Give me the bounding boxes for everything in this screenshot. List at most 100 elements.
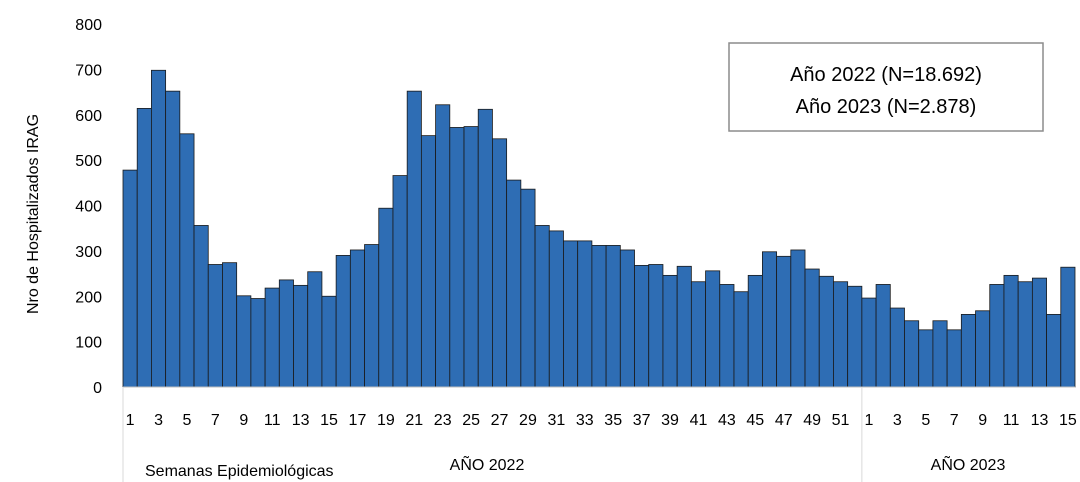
bar [563, 240, 579, 388]
x-tick-label: 47 [775, 412, 793, 429]
group-label-2023: AÑO 2023 [931, 454, 1006, 474]
bar [605, 245, 621, 388]
x-tick-label: 33 [576, 412, 594, 429]
bar [435, 104, 451, 388]
bar [463, 126, 479, 388]
bar [278, 279, 294, 388]
bar [207, 264, 223, 388]
x-tick-label: 11 [1003, 412, 1020, 429]
bar [946, 329, 962, 388]
bar [250, 298, 266, 388]
y-tick-label: 600 [75, 108, 102, 125]
bar [776, 255, 792, 388]
x-axis-label: Semanas Epidemiológicas [145, 463, 334, 480]
y-tick-label: 200 [75, 289, 102, 306]
bar [264, 287, 280, 388]
x-tick-label: 3 [893, 412, 902, 429]
bar [676, 265, 692, 388]
bar [577, 240, 593, 388]
y-tick-label: 700 [75, 62, 102, 79]
x-tick-label: 1 [865, 412, 874, 429]
x-tick-label: 23 [434, 412, 452, 429]
bar [506, 179, 522, 388]
bar [293, 284, 309, 388]
bar [634, 264, 650, 388]
bar [165, 90, 181, 388]
x-tick-label: 17 [349, 412, 367, 429]
bar [975, 310, 991, 388]
bar [904, 320, 920, 388]
legend: Año 2022 (N=18.692) Año 2023 (N=2.878) [728, 42, 1044, 132]
bar [804, 268, 820, 388]
axes [122, 386, 1075, 482]
bar [989, 284, 1005, 388]
bar [307, 271, 323, 388]
x-tick-label: 39 [661, 412, 679, 429]
x-tick-label: 9 [239, 412, 248, 429]
x-tick-label: 15 [320, 412, 338, 429]
bar [619, 249, 635, 388]
bar [548, 230, 564, 388]
bar [222, 262, 238, 388]
bar [236, 295, 252, 388]
bar [151, 69, 167, 388]
x-tick-label: 15 [1059, 412, 1077, 429]
y-tick-label: 400 [75, 199, 102, 216]
bar [1031, 277, 1047, 388]
bar [847, 285, 863, 388]
bar [591, 245, 607, 388]
bar [889, 307, 905, 388]
x-tick-label: 51 [832, 412, 850, 429]
y-tick-label: 500 [75, 153, 102, 170]
bar [136, 107, 152, 388]
x-tick-label: 5 [182, 412, 191, 429]
bar [321, 295, 337, 388]
x-axis-ticks: 1 3 5 7 9 11 13 15 17 19 21 23 25 27 29 31 33 35 37 39 41 43 4… [126, 412, 1077, 429]
bar [193, 225, 209, 388]
x-tick-label: 13 [1031, 412, 1049, 429]
legend-box [728, 42, 1044, 132]
x-tick-label: 45 [746, 412, 764, 429]
legend-line-2: Año 2023 (N=2.878) [796, 96, 977, 118]
bar [449, 127, 465, 388]
bar [818, 275, 834, 388]
x-tick-label: 21 [405, 412, 423, 429]
bar [420, 135, 436, 388]
y-axis-label: Nro de Hospitalizados IRAG [25, 114, 42, 314]
legend-line-1: Año 2022 (N=18.692) [790, 64, 982, 86]
x-tick-label: 7 [211, 412, 220, 429]
bar [705, 270, 721, 388]
bar [477, 108, 493, 388]
bar [179, 133, 195, 388]
bar [122, 169, 138, 388]
bar [492, 138, 508, 388]
y-tick-label: 800 [75, 17, 102, 34]
group-label-2022: AÑO 2022 [450, 454, 525, 474]
bar [378, 207, 394, 388]
x-tick-label: 19 [377, 412, 395, 429]
bar [861, 297, 877, 388]
x-tick-label: 13 [292, 412, 310, 429]
x-tick-label: 7 [950, 412, 959, 429]
bar [520, 188, 536, 388]
bar [719, 284, 735, 388]
bar [335, 255, 351, 388]
bar [960, 313, 976, 388]
bar [364, 244, 380, 388]
x-tick-label: 35 [604, 412, 622, 429]
x-tick-label: 27 [491, 412, 509, 429]
x-tick-label: 1 [126, 412, 135, 429]
bar [733, 291, 749, 388]
x-tick-label: 9 [978, 412, 987, 429]
bar [875, 284, 891, 388]
x-tick-label: 49 [803, 412, 821, 429]
bar [1060, 266, 1076, 388]
x-tick-label: 37 [633, 412, 651, 429]
bar [534, 225, 550, 388]
bar [932, 320, 948, 388]
bar [662, 274, 678, 388]
x-tick-label: 3 [154, 412, 163, 429]
x-tick-label: 25 [462, 412, 480, 429]
bar [747, 274, 763, 388]
